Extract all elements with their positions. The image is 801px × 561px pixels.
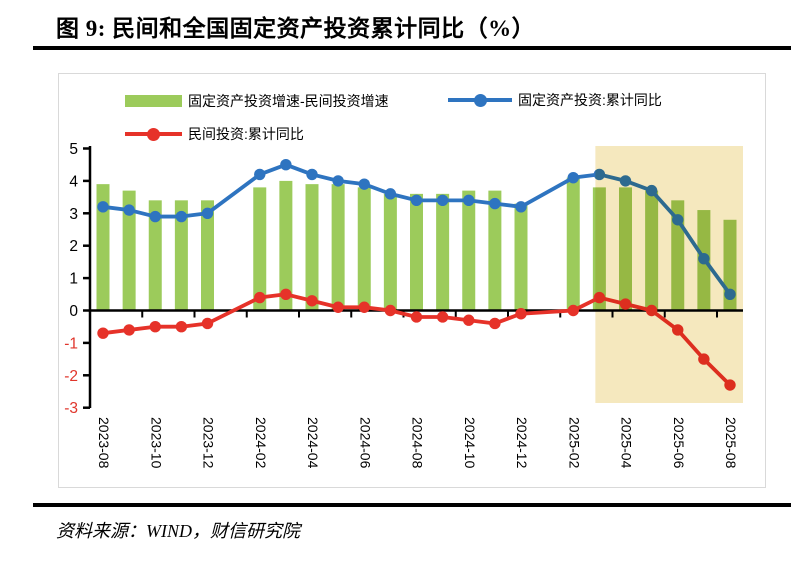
private-point-2023-10: [149, 321, 161, 333]
x-tick-label-2024-08: 2024-08: [410, 417, 426, 469]
legend-marker-red-line: [125, 127, 182, 141]
bar-2024-02: [253, 187, 267, 311]
bar-2023-12: [201, 200, 214, 311]
figure-title: 图 9: 民间和全国固定资产投资累计同比（%）: [56, 16, 536, 41]
bar-2023-08: [96, 184, 110, 311]
fai-point-2023-09: [123, 204, 135, 216]
x-tick-label-2023-10: 2023-10: [148, 417, 164, 469]
y-tick-label-0: 0: [69, 303, 78, 320]
source-note: 资料来源：WIND，财信研究院: [56, 521, 300, 541]
private-point-2024-02: [254, 291, 266, 304]
fai-point-2024-06: [358, 178, 370, 190]
private-point-2023-08: [97, 327, 109, 339]
y-tick-label--2: -2: [64, 368, 78, 385]
bar-2023-09: [122, 190, 136, 311]
fai-point-2024-10: [463, 194, 475, 207]
x-tick-label-2024-04: 2024-04: [305, 417, 321, 469]
fai-point-2024-12: [515, 201, 527, 213]
private-point-2024-09: [436, 311, 449, 323]
fai-point-2024-04: [306, 168, 318, 181]
private-point-2024-04: [306, 295, 318, 307]
highlight-region-2025: [595, 146, 743, 403]
private-point-2024-07: [384, 304, 397, 317]
x-tick-label-2025-06: 2025-06: [671, 417, 687, 469]
private-point-2024-10: [463, 314, 475, 326]
private-point-2023-09: [123, 324, 135, 336]
x-tick-label-2024-02: 2024-02: [253, 417, 269, 469]
legend-marker-blue-line: [448, 93, 512, 107]
legend-label-gap-bars: 固定资产投资增速-民间投资增速: [188, 93, 389, 109]
private-point-2024-06: [358, 301, 370, 313]
fai-point-2023-10: [149, 210, 161, 223]
x-tick-label-2024-12: 2024-12: [514, 417, 530, 469]
bar-2024-06: [357, 187, 371, 311]
bar-2024-04: [305, 184, 319, 311]
y-tick-label--3: -3: [64, 400, 78, 417]
bar-2024-07: [383, 193, 397, 311]
fai-point-2024-11: [489, 197, 501, 210]
bar-2024-10: [462, 190, 476, 311]
fai-point-2023-11: [175, 210, 188, 223]
legend-swatch-green-bar: [125, 95, 182, 107]
legend-label-private: 民间投资:累计同比: [188, 126, 304, 142]
x-tick-label-2025-08: 2025-08: [723, 417, 739, 469]
private-point-2023-11: [175, 321, 188, 333]
fai-point-2024-02: [254, 168, 266, 181]
x-tick-label-2024-06: 2024-06: [357, 417, 373, 469]
legend-item-fai: 固定资产投资:累计同比: [448, 90, 662, 110]
y-tick-label-1: 1: [69, 271, 78, 288]
legend-dot-blue: [473, 93, 487, 107]
private-point-2024-05: [332, 301, 344, 313]
private-point-2024-11: [489, 317, 501, 330]
bar-2023-10: [148, 200, 162, 311]
bar-2023-11: [174, 200, 188, 311]
private-point-2025-02: [567, 304, 579, 317]
fai-point-2024-08: [410, 194, 423, 207]
y-tick-label-3: 3: [69, 206, 78, 223]
fai-point-2024-03: [280, 159, 292, 171]
bar-2024-08: [410, 193, 423, 311]
bar-2025-02: [566, 177, 580, 311]
footer-divider: [33, 503, 791, 507]
x-tick-label-2025-02: 2025-02: [566, 417, 582, 469]
x-tick-label-2023-08: 2023-08: [96, 417, 112, 469]
fai-point-2024-05: [332, 175, 344, 187]
private-point-2023-12: [201, 317, 214, 330]
title-divider: [33, 46, 791, 50]
x-tick-label-2023-12: 2023-12: [201, 417, 217, 469]
fai-point-2023-12: [201, 207, 214, 219]
private-point-2024-08: [410, 311, 423, 323]
private-point-2024-12: [515, 308, 527, 320]
y-tick-label-2: 2: [69, 238, 78, 255]
fai-point-2024-07: [384, 188, 397, 200]
legend-label-fai: 固定资产投资:累计同比: [518, 92, 662, 108]
bar-2024-05: [331, 184, 345, 311]
legend-dot-red: [147, 127, 160, 141]
legend-item-gap-bars: 固定资产投资增速-民间投资增速: [125, 91, 389, 111]
y-tick-label-5: 5: [69, 141, 78, 158]
private-point-2024-03: [280, 288, 292, 300]
legend-item-private: 民间投资:累计同比: [125, 124, 304, 144]
bar-2024-03: [279, 180, 293, 311]
bar-2024-09: [436, 193, 450, 311]
fai-point-2025-02: [567, 171, 579, 184]
fai-point-2024-09: [436, 194, 449, 207]
bar-2024-12: [514, 203, 528, 311]
fai-point-2023-08: [97, 201, 109, 213]
bar-2024-11: [488, 190, 502, 311]
x-tick-label-2025-04: 2025-04: [619, 417, 635, 469]
x-tick-label-2024-10: 2024-10: [462, 417, 478, 469]
y-tick-label-4: 4: [69, 173, 78, 190]
y-tick-label--1: -1: [64, 335, 78, 352]
